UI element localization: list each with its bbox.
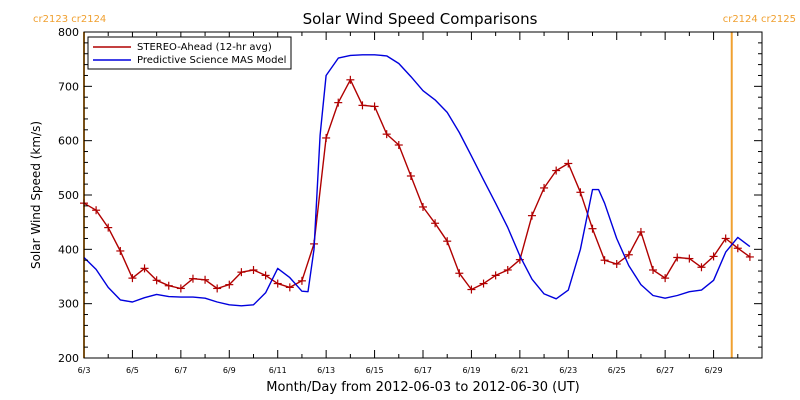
x-tick-label: 6/15 <box>366 366 384 375</box>
data-point-stereo <box>527 211 536 220</box>
data-point-stereo <box>479 279 488 288</box>
data-point-stereo <box>406 171 415 180</box>
data-point-stereo <box>358 101 367 110</box>
y-axis-label: Solar Wind Speed (km/s) <box>29 121 43 269</box>
legend-label-stereo: STEREO-Ahead (12-hr avg) <box>137 42 272 53</box>
y-tick-label: 400 <box>58 243 79 256</box>
x-tick-label: 6/9 <box>223 366 236 375</box>
data-point-stereo <box>540 183 549 192</box>
data-point-stereo <box>503 265 512 274</box>
x-tick-label: 6/17 <box>414 366 432 375</box>
data-point-stereo <box>273 279 282 288</box>
data-point-stereo <box>213 284 222 293</box>
carrington-label-right: cr2124 cr2125 <box>723 14 796 25</box>
x-tick-label: 6/25 <box>608 366 626 375</box>
x-tick-label: 6/11 <box>269 366 287 375</box>
legend-box <box>87 36 292 70</box>
data-point-stereo <box>382 130 391 139</box>
x-tick-label: 6/5 <box>126 366 139 375</box>
data-point-stereo <box>322 133 331 142</box>
data-point-stereo <box>745 252 754 261</box>
data-point-stereo <box>104 223 113 232</box>
data-point-stereo <box>661 274 670 283</box>
data-point-stereo <box>431 219 440 228</box>
x-axis-label: Month/Day from 2012-06-03 to 2012-06-30 … <box>266 380 579 395</box>
data-point-stereo <box>92 206 101 215</box>
data-point-stereo <box>624 250 633 259</box>
data-point-stereo <box>600 256 609 265</box>
legend: STEREO-Ahead (12-hr avg) Predictive Scie… <box>87 36 292 70</box>
data-point-stereo <box>649 265 658 274</box>
data-point-stereo <box>612 260 621 269</box>
data-point-stereo <box>370 102 379 111</box>
y-tick-label: 800 <box>58 26 79 39</box>
data-point-stereo <box>188 274 197 283</box>
data-point-stereo <box>455 269 464 278</box>
data-point-stereo <box>297 276 306 285</box>
data-point-stereo <box>733 244 742 253</box>
y-tick-label: 500 <box>58 189 79 202</box>
x-tick-label: 6/3 <box>78 366 91 375</box>
data-point-stereo <box>128 274 137 283</box>
data-point-stereo <box>249 265 258 274</box>
x-tick-label: 6/29 <box>705 366 723 375</box>
data-point-stereo <box>140 264 149 273</box>
y-tick-label: 200 <box>58 352 79 365</box>
data-point-stereo <box>709 252 718 261</box>
x-tick-label: 6/27 <box>656 366 674 375</box>
data-point-stereo <box>697 263 706 272</box>
data-point-stereo <box>334 98 343 107</box>
data-point-stereo <box>685 254 694 263</box>
data-point-stereo <box>564 159 573 168</box>
data-point-stereo <box>346 75 355 84</box>
x-tick-label: 6/7 <box>174 366 187 375</box>
x-tick-label: 6/23 <box>559 366 577 375</box>
data-point-stereo <box>467 285 476 294</box>
data-point-stereo <box>285 283 294 292</box>
x-tick-label: 6/21 <box>511 366 529 375</box>
data-point-stereo <box>394 141 403 150</box>
axis-layer: 200 300 400 500 600 700 800 6/3 6/5 6/7 6/9 6/11 6/1… <box>58 26 763 375</box>
data-point-stereo <box>176 284 185 293</box>
x-tick-label: 6/19 <box>462 366 480 375</box>
series-line-mas <box>83 54 751 307</box>
data-point-stereo <box>491 271 500 280</box>
data-point-stereo <box>552 166 561 175</box>
data-point-stereo <box>225 280 234 289</box>
data-point-stereo <box>576 188 585 197</box>
data-point-stereo <box>636 227 645 236</box>
data-point-stereo <box>237 268 246 277</box>
data-point-stereo <box>201 275 210 284</box>
x-tick-label: 6/13 <box>317 366 335 375</box>
y-tick-label: 700 <box>58 80 79 93</box>
data-point-stereo <box>261 271 270 280</box>
data-point-stereo <box>164 281 173 290</box>
y-tick-label: 600 <box>58 135 79 148</box>
data-point-stereo <box>721 234 730 243</box>
data-point-stereo <box>673 253 682 262</box>
carrington-label-left: cr2123 cr2124 <box>33 14 106 25</box>
chart-title: Solar Wind Speed Comparisons <box>303 10 538 28</box>
data-point-stereo <box>588 224 597 233</box>
data-point-stereo <box>152 276 161 285</box>
y-tick-label: 300 <box>58 298 79 311</box>
series-layer <box>80 54 754 307</box>
data-point-stereo <box>116 246 125 255</box>
data-point-stereo <box>443 237 452 246</box>
data-point-stereo <box>419 202 427 211</box>
legend-label-mas: Predictive Science MAS Model <box>137 55 286 66</box>
